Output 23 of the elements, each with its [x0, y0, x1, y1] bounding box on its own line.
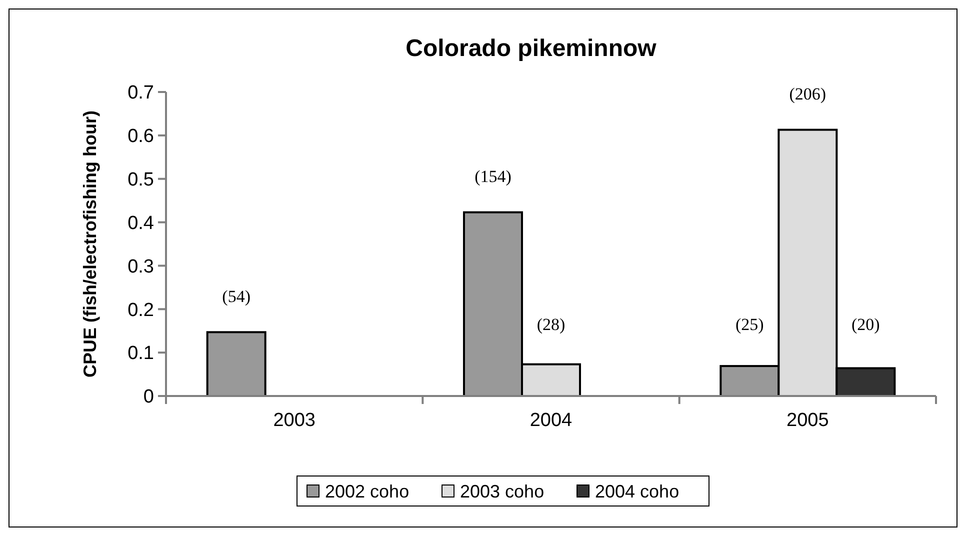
- x-tick-label: 2003: [273, 410, 316, 431]
- y-tick-label: 0.5: [128, 170, 154, 191]
- annotation: (28): [536, 314, 566, 334]
- x-tick-label: 2005: [786, 410, 829, 431]
- y-tick-label: 0.2: [128, 300, 154, 321]
- annotation: (20): [852, 314, 880, 334]
- x-tick-label: 2004: [530, 410, 573, 431]
- y-axis-title: CPUE (fish/electrofishing hour): [80, 110, 100, 378]
- annotation: (25): [736, 314, 764, 334]
- y-tick-label: 0.6: [128, 126, 154, 148]
- bar: [206, 331, 266, 397]
- y-tick-label: 0.7: [128, 82, 154, 104]
- y-tick-label: 0: [143, 386, 154, 408]
- y-tick-label: 0.1: [128, 343, 154, 364]
- chart-title: Colorado pikeminnow: [406, 35, 657, 62]
- legend-label: 2002 coho: [325, 481, 410, 502]
- y-tick-label: 0.4: [128, 212, 154, 234]
- legend-label: 2004 coho: [595, 481, 680, 502]
- annotation: (154): [474, 167, 512, 186]
- y-tick-label: 0.3: [128, 256, 154, 278]
- annotation: (206): [789, 84, 826, 104]
- annotation: (54): [222, 287, 250, 306]
- legend-label: 2003 coho: [460, 481, 544, 502]
